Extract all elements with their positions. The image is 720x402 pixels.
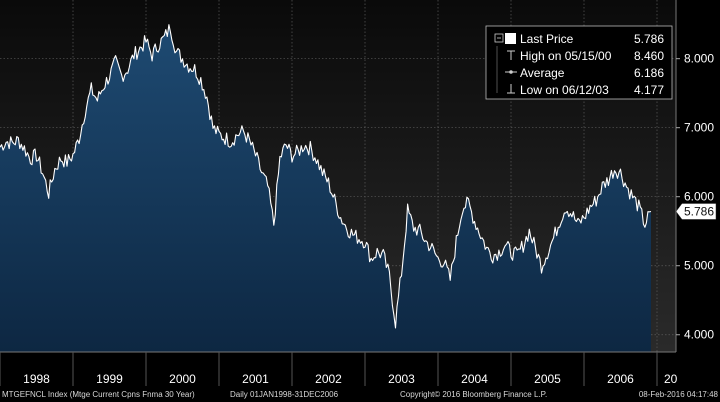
- series-area: [0, 24, 651, 352]
- y-tick-label: 4.000: [684, 328, 714, 342]
- low-label: Low on 06/12/03: [520, 83, 609, 97]
- x-axis: 1998 1999 2000 2001 2002 2003 2004 2005 2006 20: [0, 352, 678, 386]
- last-price-value: 5.786: [634, 32, 664, 46]
- footer-range: Daily 01JAN1998-31DEC2006: [230, 390, 339, 399]
- legend: Last Price 5.786 High on 05/15/00 8.460 …: [485, 25, 673, 100]
- footer-bar: MTGEFNCL Index (Mtge Current Cpns Fnma 3…: [0, 386, 720, 402]
- x-tick-label: 2005: [534, 372, 561, 386]
- footer-timestamp: 08-Feb-2016 04:17:48: [638, 390, 718, 399]
- legend-row-high: High on 05/15/00 8.460: [507, 49, 664, 63]
- average-marker-icon: [505, 70, 517, 74]
- price-chart: 4.000 5.000 6.000 7.000 8.000 1998 1999 2000 20…: [0, 0, 717, 386]
- last-price-label: Last Price: [520, 32, 574, 46]
- x-tick-label: 2000: [169, 372, 196, 386]
- legend-row-low: Low on 06/12/03 4.177: [507, 83, 664, 97]
- last-price-swatch-icon: [505, 33, 516, 44]
- collapse-icon[interactable]: [494, 33, 504, 43]
- high-value: 8.460: [634, 49, 664, 63]
- x-tick-label: 2001: [242, 372, 269, 386]
- high-label: High on 05/15/00: [520, 49, 612, 63]
- y-axis: 4.000 5.000 6.000 7.000 8.000: [676, 52, 714, 342]
- footer-copyright: Copyright© 2016 Bloomberg Finance L.P.: [400, 390, 548, 399]
- low-marker-icon: [507, 84, 515, 94]
- x-tick-label: 20: [664, 372, 678, 386]
- average-value: 6.186: [634, 66, 664, 80]
- x-tick-label: 1999: [96, 372, 123, 386]
- legend-box: [485, 25, 673, 100]
- y-tick-label: 5.000: [684, 259, 714, 273]
- last-value-label: 5.786: [684, 204, 714, 218]
- footer-ticker: MTGEFNCL Index (Mtge Current Cpns Fnma 3…: [2, 390, 195, 399]
- x-tick-label: 2002: [315, 372, 342, 386]
- y-tick-label: 6.000: [684, 190, 714, 204]
- x-axis-band: [0, 352, 676, 386]
- high-marker-icon: [507, 50, 515, 60]
- x-tick-label: 2003: [388, 372, 415, 386]
- legend-row-last-price: Last Price 5.786: [494, 32, 664, 46]
- series-line: [0, 24, 652, 329]
- x-tick-label: 1998: [23, 372, 50, 386]
- legend-row-average: Average 6.186: [505, 66, 664, 80]
- y-tick-label: 8.000: [684, 52, 714, 66]
- last-value-tag: 5.786: [675, 203, 717, 220]
- low-value: 4.177: [634, 83, 664, 97]
- x-tick-label: 2006: [607, 372, 634, 386]
- average-label: Average: [520, 66, 565, 80]
- x-tick-label: 2004: [461, 372, 488, 386]
- y-tick-label: 7.000: [684, 121, 714, 135]
- last-value-tag-shape: [675, 203, 717, 220]
